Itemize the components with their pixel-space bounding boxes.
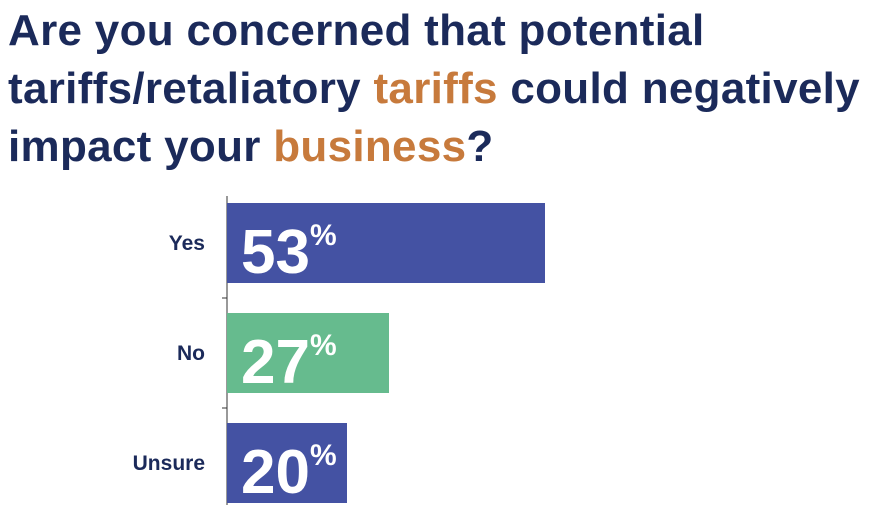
title-part-1: Are you concerned that potential tariffs… — [8, 6, 705, 113]
title-highlight-business: business — [273, 122, 467, 171]
title-part-2: could negatively impact your — [8, 64, 860, 171]
bar-unsure — [227, 423, 347, 503]
bar-no — [227, 313, 389, 393]
chart-title: Are you concerned that potential tariffs… — [8, 2, 868, 176]
title-highlight-tariffs: tariffs — [373, 64, 498, 113]
value-label-no: 27% — [241, 328, 337, 397]
category-label-yes: Yes — [169, 232, 205, 255]
value-label-yes: 53% — [241, 218, 337, 287]
title-part-3: ? — [466, 122, 494, 171]
category-label-unsure: Unsure — [133, 452, 205, 475]
category-label-no: No — [177, 342, 205, 365]
value-label-unsure: 20% — [241, 438, 337, 505]
bar-yes — [227, 203, 545, 283]
